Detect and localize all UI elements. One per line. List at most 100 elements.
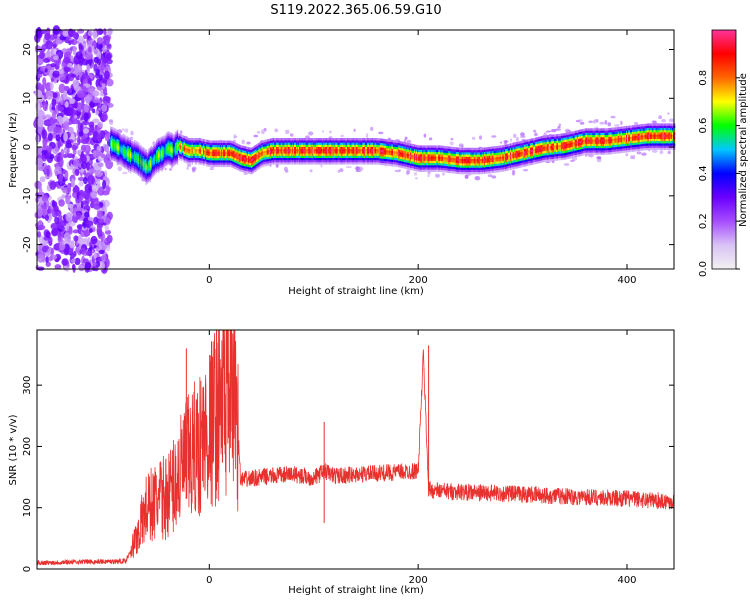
ridge-cell [263,159,265,163]
ridge-cell [241,169,243,173]
ridge-cell [334,149,336,152]
ridge-cell [364,138,367,141]
ridge-cell [373,142,375,145]
ridge-cell [148,159,150,162]
ridge-cell [378,140,380,143]
ridge-cell [374,149,376,152]
ridge-cell [275,146,277,150]
ridge-cell [277,149,279,152]
ridge-cell [173,161,176,164]
ridge-cell [195,160,197,163]
ridge-cell [230,158,232,161]
ridge-cell [308,138,310,141]
ridge-cell [186,137,188,140]
ridge-cell [172,164,175,167]
ridge-cell [121,146,123,149]
haze-cell [499,141,503,144]
noise-cell [77,135,81,146]
ridge-cell [135,147,137,150]
ridge-cell [122,160,124,163]
ridge-cell [267,139,270,142]
ridge-cell [332,162,334,165]
noise-cell [57,234,62,241]
ridge-cell [384,152,386,155]
ridge-cell [174,133,177,137]
noise-cell [50,247,55,255]
ridge-cell [120,154,122,157]
ridge-cell [299,142,301,145]
ridge-cell [229,155,231,159]
ridge-cell [204,150,206,153]
ridge-cell [361,138,364,141]
ridge-cell [148,170,150,173]
ridge-cell [185,145,187,148]
ridge-cell [238,166,240,169]
ridge-cell [283,146,285,150]
ridge-cell [117,136,119,140]
ridge-cell [142,149,144,152]
ridge-cell [237,161,239,164]
ridge-cell [363,151,366,154]
ridge-cell [380,142,382,146]
ridge-cell [152,150,155,153]
ridge-cell [390,144,392,147]
ridge-cell [388,157,391,160]
ridge-cell [274,140,276,143]
ridge-cell [367,151,369,154]
ridge-cell [371,160,373,163]
ridge-cell [270,160,273,163]
ridge-cell [357,140,359,143]
ridge-cell [164,140,166,144]
ridge-cell [195,151,197,154]
ridge-cell [113,158,115,161]
ridge-cell [282,153,284,156]
ridge-cell [352,144,354,147]
ridge-cell [385,152,388,155]
ridge-cell [148,174,150,177]
ridge-cell [221,140,224,143]
ridge-cell [376,162,378,165]
ridge-cell [191,149,193,152]
ridge-cell [124,163,126,167]
ridge-cell [274,157,276,161]
ridge-cell [129,142,132,145]
ridge-cell [280,140,282,143]
ridge-cell [213,144,215,148]
ridge-cell [356,162,358,165]
ridge-cell [157,160,159,163]
ridge-cell [353,160,355,163]
ridge-cell [183,155,185,158]
ridge-cell [165,133,167,136]
noise-cell [63,148,67,153]
ridge-cell [289,155,291,158]
ridge-cell [257,150,259,153]
ridge-cell [262,151,264,154]
haze-cell [658,115,662,120]
ridge-cell [377,140,379,143]
ridge-cell [281,144,283,147]
noise-cell [82,189,91,200]
ridge-cell [148,176,150,180]
ridge-cell [132,169,134,173]
ridge-cell [283,144,285,147]
ridge-cell [118,148,120,151]
ridge-cell [246,168,249,172]
ridge-cell [208,149,210,152]
ridge-cell [336,155,338,158]
ridge-cell [345,142,347,145]
ridge-cell [376,157,378,161]
ridge-cell [358,160,360,163]
ridge-cell [316,144,319,147]
ridge-cell [205,157,207,160]
ridge-cell [319,138,321,141]
ridge-cell [165,135,167,138]
ridge-cell [292,157,295,161]
ridge-cell [167,135,169,138]
ridge-cell [176,156,179,159]
ridge-cell [168,162,170,165]
noise-cell [48,133,53,141]
haze-cell [289,133,294,137]
noise-cell [46,168,50,177]
ridge-cell [341,162,344,165]
ridge-cell [313,157,315,161]
